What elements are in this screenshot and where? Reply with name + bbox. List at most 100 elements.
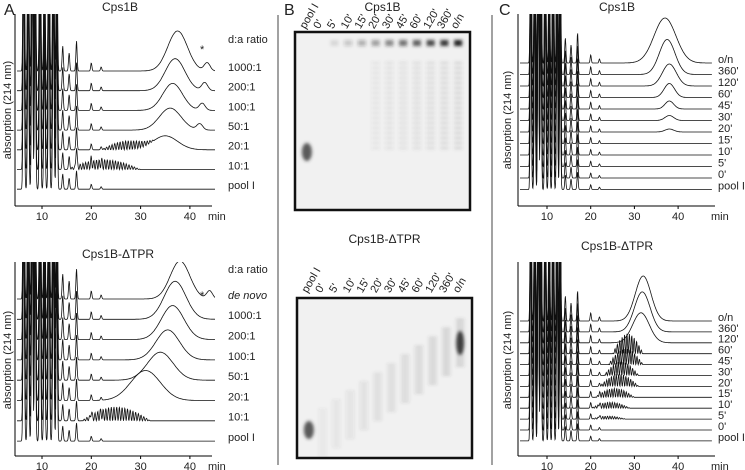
trace — [17, 14, 215, 172]
gel-band — [456, 319, 465, 321]
gel-band — [399, 137, 408, 139]
gel-band — [401, 386, 410, 389]
panel-letter: B — [284, 2, 295, 19]
gel-band — [318, 412, 327, 415]
gel-band — [401, 379, 410, 382]
trace-label: 200:1 — [228, 82, 256, 94]
gel-band — [401, 397, 410, 399]
gel-band — [318, 409, 327, 411]
gel-band — [399, 77, 408, 79]
trace — [17, 262, 215, 300]
gel-band — [428, 358, 437, 360]
trace-label: 10:1 — [228, 412, 249, 424]
gel-band — [454, 97, 463, 99]
gel-band — [426, 67, 435, 69]
gel-band — [426, 82, 435, 84]
gel-band — [373, 415, 382, 417]
gel-band — [371, 132, 380, 134]
gel-band — [371, 147, 380, 149]
gel-band — [454, 77, 463, 79]
gel-band — [387, 381, 396, 384]
gel-spot — [303, 421, 314, 439]
gel-band — [346, 436, 355, 439]
gel-band — [456, 322, 465, 325]
gel-band — [426, 97, 435, 99]
gel-band — [373, 383, 382, 386]
lane-label: 5' — [327, 282, 342, 295]
gel-band — [373, 418, 382, 421]
gel-band — [318, 454, 327, 457]
gel-title: Cps1B-ΔTPR — [348, 232, 420, 246]
gel-band — [371, 97, 380, 99]
trace-label: 5' — [718, 410, 726, 422]
gel-band — [359, 399, 368, 402]
trace-label: 30' — [718, 366, 732, 378]
legend-title: d:a ratio — [228, 264, 268, 276]
gel-band — [401, 362, 410, 364]
gel-band — [385, 117, 394, 119]
gel-band — [346, 412, 355, 414]
trace-label: 50:1 — [228, 371, 249, 383]
trace-label: de novo — [228, 290, 267, 302]
gel-band — [440, 127, 449, 129]
gel-band — [412, 132, 421, 134]
gel-band — [346, 415, 355, 418]
gel-band — [426, 72, 435, 74]
gel-band — [332, 410, 341, 413]
gel-band — [373, 376, 382, 379]
trace — [17, 14, 215, 190]
gel-band — [373, 401, 382, 403]
x-tick-label: 20 — [585, 461, 597, 470]
gel-band — [359, 385, 368, 388]
gel-band — [440, 92, 449, 94]
gel-band — [426, 132, 435, 134]
gel-band — [371, 82, 380, 84]
x-tick-label: 30 — [628, 211, 640, 223]
gel-band — [371, 122, 380, 124]
gel-band — [399, 132, 408, 134]
gel-band — [332, 435, 341, 437]
gel-band — [387, 406, 396, 408]
gel-band — [387, 385, 396, 387]
gel-band — [442, 373, 451, 376]
gel-band — [373, 390, 382, 393]
gel-band — [371, 127, 380, 129]
gel-band — [442, 338, 451, 341]
x-tick-label: 20 — [85, 461, 97, 470]
gel-band — [332, 417, 341, 420]
gel-band — [440, 40, 449, 46]
gel-band — [385, 40, 394, 46]
gel-band — [454, 62, 463, 64]
panel-letter: A — [4, 2, 15, 19]
gel-band — [332, 400, 341, 402]
gel-band — [426, 62, 435, 64]
gel-bands — [303, 319, 465, 457]
gel-band — [412, 67, 421, 69]
gel-band — [359, 382, 368, 384]
gel-band — [426, 102, 435, 104]
gel-band — [387, 364, 396, 366]
gel-band — [318, 419, 327, 422]
gel-band — [428, 354, 437, 357]
trace — [17, 14, 215, 92]
gel-band — [373, 394, 382, 396]
gel-band — [385, 102, 394, 104]
x-tick-label: 40 — [672, 211, 684, 223]
gel-band — [371, 117, 380, 119]
gel-band — [440, 97, 449, 99]
gel-band — [373, 397, 382, 400]
gel-band — [440, 137, 449, 139]
trace-label: pool I — [718, 432, 745, 444]
gel-band — [454, 87, 463, 89]
gel-band — [454, 107, 463, 109]
gel-band — [332, 407, 341, 409]
gel-band — [428, 375, 437, 378]
gel-band — [412, 72, 421, 74]
x-tick-label: 40 — [672, 461, 684, 470]
x-tick-label: 20 — [85, 211, 97, 223]
gel-band — [387, 388, 396, 391]
trace-label: 10:1 — [228, 160, 249, 172]
x-tick-label: 20 — [585, 211, 597, 223]
gel-band — [373, 387, 382, 389]
x-unit: min — [711, 211, 729, 223]
